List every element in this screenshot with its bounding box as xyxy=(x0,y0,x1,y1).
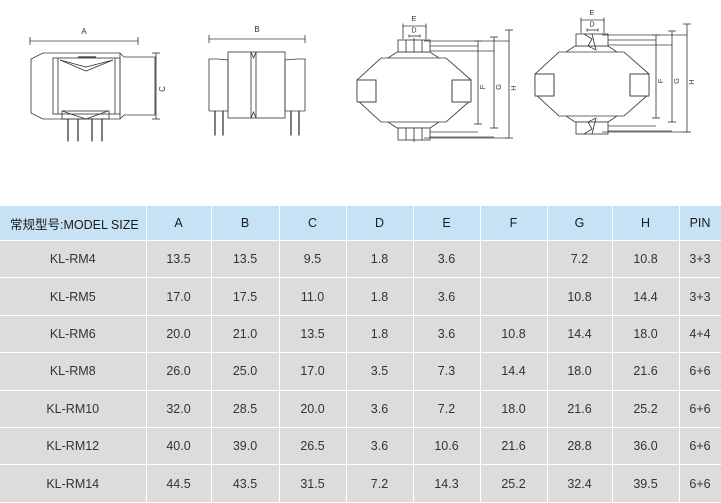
svg-text:H: H xyxy=(687,79,696,84)
svg-text:A: A xyxy=(81,27,87,36)
svg-text:H: H xyxy=(509,85,518,90)
svg-text:E: E xyxy=(589,8,594,17)
svg-text:G: G xyxy=(672,78,681,84)
svg-text:F: F xyxy=(656,78,665,83)
svg-text:G: G xyxy=(494,84,503,90)
svg-text:C: C xyxy=(158,86,167,92)
svg-text:D: D xyxy=(411,28,416,35)
svg-text:F: F xyxy=(478,84,487,89)
svg-text:E: E xyxy=(411,14,416,23)
svg-text:B: B xyxy=(254,25,259,34)
svg-text:D: D xyxy=(589,22,594,29)
